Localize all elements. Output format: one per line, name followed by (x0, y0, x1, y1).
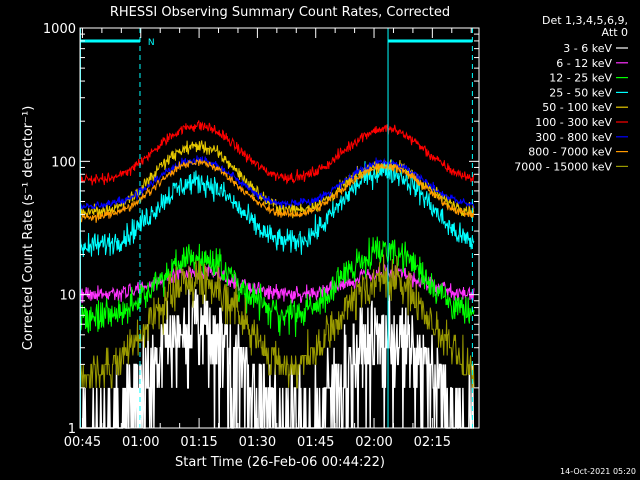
series-line-5 (80, 120, 475, 186)
legend-entry-1: 6 - 12 keV (556, 57, 612, 70)
series-line-8 (79, 254, 475, 389)
series-group (79, 120, 475, 429)
legend-entry-3: 25 - 50 keV (549, 86, 612, 99)
series-line-2 (79, 236, 475, 338)
axes-frame (79, 27, 480, 429)
annotation-label: N (148, 38, 155, 48)
x-tick-label-1: 01:00 (122, 435, 159, 450)
legend-entry-2: 12 - 25 keV (549, 72, 612, 85)
y-tick-label-1: 10 (59, 289, 76, 304)
legend-entry-7: 800 - 7000 keV (528, 146, 612, 159)
series-line-6 (79, 155, 475, 210)
series-line-7 (79, 158, 475, 223)
legend-entry-6: 300 - 800 keV (535, 131, 612, 144)
axes-group: 1 10 100 1000 00:45 01:00 01:15 01:30 01:45 02:00… (43, 22, 480, 450)
chart-title: RHESSI Observing Summary Count Rates, Co… (110, 5, 450, 20)
legend-header-1: Att 0 (602, 26, 628, 39)
legend: Det 1,3,4,5,6,9,Att 0 3 - 6 keV 6 - 12 keV… (514, 14, 628, 173)
x-tick-label-2: 01:15 (180, 435, 217, 450)
x-tick-label-3: 01:30 (239, 435, 276, 450)
legend-header-0: Det 1,3,4,5,6,9, (542, 14, 628, 27)
y-tick-label-2: 100 (51, 155, 76, 170)
legend-entry-8: 7000 - 15000 keV (514, 160, 612, 173)
x-tick-label-6: 02:15 (414, 435, 451, 450)
x-tick-label-4: 01:45 (297, 435, 334, 450)
legend-entry-4: 50 - 100 keV (542, 101, 612, 114)
timestamp: 14-Oct-2021 05:20 (560, 467, 636, 476)
legend-entry-0: 3 - 6 keV (563, 42, 612, 55)
series-line-3 (79, 159, 475, 258)
x-axis-label: Start Time (26-Feb-06 00:44:22) (175, 455, 385, 470)
y-axis-label: Corrected Count Rate (s⁻¹ detector⁻¹) (21, 106, 36, 351)
x-tick-label-5: 02:00 (355, 435, 392, 450)
legend-entry-5: 100 - 300 keV (535, 116, 612, 129)
y-tick-label-0: 1 (68, 422, 76, 437)
y-tick-label-3: 1000 (43, 22, 76, 37)
overlay-group: N (80, 28, 473, 428)
x-tick-label-0: 00:45 (64, 435, 101, 450)
